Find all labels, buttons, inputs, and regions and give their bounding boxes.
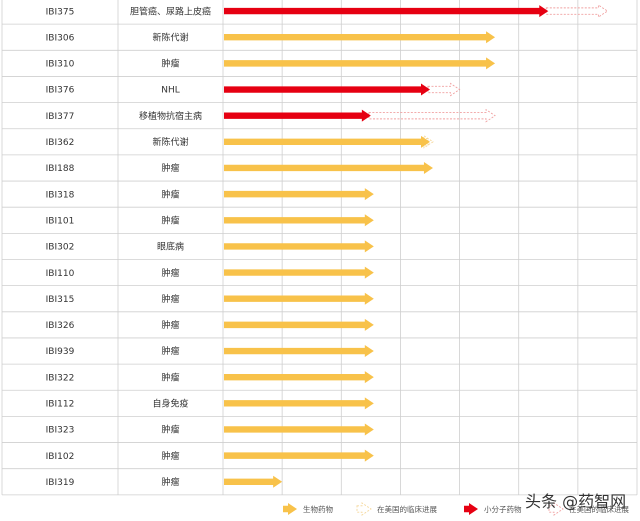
legend-us-small-arrow xyxy=(548,502,564,516)
indication-label: 肿瘤 xyxy=(161,345,179,357)
watermark-text: 头条 @药智网 xyxy=(525,492,626,511)
indication-label: 肿瘤 xyxy=(161,214,179,226)
drug-code: IBI376 xyxy=(46,86,75,96)
pipeline-row: IBI302 眼底病 xyxy=(46,240,374,253)
us-progress-arrow xyxy=(427,82,461,97)
pipeline-row: IBI939 肿瘤 xyxy=(46,345,374,357)
legend-item: 在美国的临床进展 xyxy=(356,502,437,516)
indication-label: 新陈代谢 xyxy=(152,136,188,148)
us-progress-arrow xyxy=(545,4,609,18)
indication-label: 肿瘤 xyxy=(161,58,179,70)
indication-label: 新陈代谢 xyxy=(152,31,188,43)
progress-arrow xyxy=(224,188,374,201)
drug-code: IBI326 xyxy=(46,321,75,331)
indication-label: 肿瘤 xyxy=(161,293,179,305)
drug-code: IBI322 xyxy=(46,373,75,383)
progress-arrow xyxy=(224,83,430,96)
pipeline-row: IBI377 移植物抗宿主病 xyxy=(46,108,496,123)
pipeline-row: IBI375 胆管癌、尿路上皮癌 xyxy=(46,4,609,18)
us-progress-arrow xyxy=(368,108,496,123)
indication-label: 自身免疫 xyxy=(152,398,188,410)
progress-arrow xyxy=(224,214,374,227)
legend-item: 生物药物 xyxy=(283,503,333,515)
pipeline-row: IBI326 肿瘤 xyxy=(46,318,374,331)
chart-legend: 生物药物 在美国的临床进展 小分子药物 在美国的临床进展 xyxy=(283,502,629,516)
pipeline-row: IBI315 肿瘤 xyxy=(46,292,374,305)
legend-item: 在美国的临床进展 xyxy=(548,502,629,516)
legend-small-molecule-arrow xyxy=(464,503,478,515)
progress-arrow xyxy=(224,423,374,436)
pipeline-row: IBI101 肿瘤 xyxy=(46,214,374,226)
progress-arrow xyxy=(224,292,374,305)
indication-label: 肿瘤 xyxy=(161,319,179,331)
drug-code: IBI362 xyxy=(46,138,75,148)
legend-label: 小分子药物 xyxy=(484,504,522,514)
drug-code: IBI323 xyxy=(46,426,75,436)
progress-arrow xyxy=(224,31,496,44)
drug-code: IBI102 xyxy=(46,452,75,462)
progress-arrow xyxy=(224,240,374,253)
progress-arrow xyxy=(224,318,374,331)
progress-arrow xyxy=(224,266,374,279)
legend-label: 生物药物 xyxy=(303,504,333,514)
indication-label: 肿瘤 xyxy=(161,188,179,200)
legend-biologic-arrow xyxy=(283,503,297,515)
pipeline-row: IBI102 肿瘤 xyxy=(46,449,374,462)
progress-arrow xyxy=(224,475,283,488)
legend-us-bio-arrow xyxy=(356,502,372,516)
pipeline-row: IBI318 肿瘤 xyxy=(46,188,374,200)
drug-code: IBI306 xyxy=(46,33,75,43)
drug-code: IBI302 xyxy=(46,243,75,253)
progress-arrow xyxy=(224,371,374,384)
pipeline-row: IBI310 肿瘤 xyxy=(46,57,496,70)
progress-arrow xyxy=(224,5,549,18)
drug-code: IBI318 xyxy=(46,190,75,200)
progress-arrow xyxy=(224,161,433,174)
pipeline-row: IBI319 肿瘤 xyxy=(46,475,283,488)
legend-label: 在美国的临床进展 xyxy=(569,504,629,514)
pipeline-row: IBI188 肿瘤 xyxy=(46,161,433,174)
indication-label: 肿瘤 xyxy=(161,450,179,462)
progress-arrow xyxy=(224,109,371,122)
progress-arrow xyxy=(224,449,374,462)
pipeline-row: IBI112 自身免疫 xyxy=(46,397,374,410)
pipeline-row: IBI323 肿瘤 xyxy=(46,423,374,436)
progress-arrow xyxy=(224,135,430,148)
pipeline-row: IBI306 新陈代谢 xyxy=(46,31,496,44)
drug-code: IBI315 xyxy=(46,295,75,305)
progress-arrow xyxy=(224,345,374,358)
indication-label: 肿瘤 xyxy=(161,267,179,279)
drug-code: IBI310 xyxy=(46,60,75,70)
chart-grid xyxy=(1,0,638,496)
progress-arrow xyxy=(224,397,374,410)
pipeline-row: IBI322 肿瘤 xyxy=(46,371,374,383)
pipeline-row: IBI362 新陈代谢 xyxy=(46,134,434,149)
drug-code: IBI112 xyxy=(46,400,75,410)
indication-label: 移植物抗宿主病 xyxy=(139,110,202,122)
drug-code: IBI110 xyxy=(46,269,75,279)
chart-rows: IBI375 胆管癌、尿路上皮癌 IBI306 新陈代谢 IBI310 肿瘤 IBI376 N… xyxy=(46,4,609,488)
indication-label: 肿瘤 xyxy=(161,424,179,436)
indication-label: 胆管癌、尿路上皮癌 xyxy=(130,5,211,17)
legend-label: 在美国的临床进展 xyxy=(377,504,437,514)
drug-code: IBI939 xyxy=(46,347,75,357)
drug-code: IBI375 xyxy=(46,7,75,17)
pipeline-row: IBI376 NHL xyxy=(46,82,461,97)
indication-label: 肿瘤 xyxy=(161,162,179,174)
drug-code: IBI319 xyxy=(46,478,75,488)
drug-code: IBI188 xyxy=(46,164,75,174)
drug-code: IBI377 xyxy=(46,112,75,122)
indication-label: 眼底病 xyxy=(157,241,184,253)
indication-label: 肿瘤 xyxy=(161,476,179,488)
indication-label: 肿瘤 xyxy=(161,371,179,383)
indication-label: NHL xyxy=(161,86,180,96)
progress-arrow xyxy=(224,57,496,70)
pipeline-row: IBI110 肿瘤 xyxy=(46,266,374,279)
legend-item: 小分子药物 xyxy=(464,503,522,515)
drug-code: IBI101 xyxy=(46,216,75,226)
